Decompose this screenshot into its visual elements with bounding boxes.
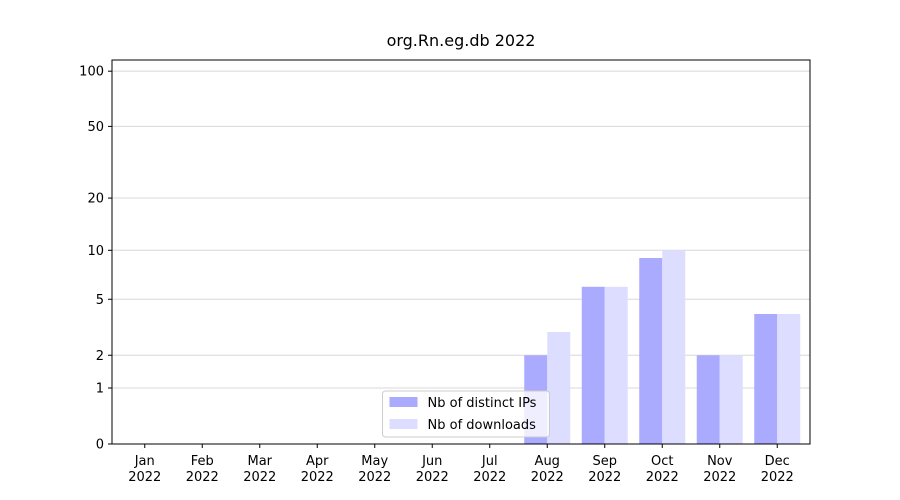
x-tick-label: Dec 2022 <box>761 454 794 485</box>
x-tick-label: Nov 2022 <box>703 454 736 485</box>
bar <box>696 355 720 444</box>
y-tick-label: 5 <box>96 293 104 308</box>
bar <box>754 313 778 444</box>
legend-box <box>382 390 550 438</box>
x-tick-label: Mar 2022 <box>243 454 276 485</box>
x-tick-label: Oct 2022 <box>646 454 679 485</box>
x-tick-label: May 2022 <box>358 454 391 485</box>
bar <box>777 313 801 444</box>
y-tick-label: 2 <box>96 349 104 364</box>
x-tick-label: Jan 2022 <box>128 454 161 485</box>
legend-swatch <box>389 397 418 407</box>
y-tick-label: 50 <box>87 120 104 135</box>
bar <box>547 332 571 444</box>
bar <box>604 286 628 444</box>
bar <box>719 355 743 444</box>
legend-label: Nb of distinct IPs <box>428 396 537 411</box>
y-tick-label: 0 <box>96 438 104 453</box>
chart-title: org.Rn.eg.db 2022 <box>387 31 536 50</box>
legend-swatch <box>389 419 418 429</box>
plot-frame <box>111 59 811 445</box>
y-tick-label: 100 <box>79 65 104 80</box>
x-tick-label: Sep 2022 <box>588 454 621 485</box>
legend-label: Nb of downloads <box>428 418 537 433</box>
bar <box>581 286 605 444</box>
x-tick-label: Aug 2022 <box>531 454 564 485</box>
x-tick-label: Feb 2022 <box>186 454 219 485</box>
y-tick-label: 10 <box>87 244 104 259</box>
bar <box>639 257 663 444</box>
y-tick-label: 1 <box>96 382 104 397</box>
bar <box>662 250 686 444</box>
x-tick-label: Apr 2022 <box>301 454 334 485</box>
y-tick-label: 20 <box>87 192 104 207</box>
x-tick-label: Jun 2022 <box>416 454 449 485</box>
x-tick-label: Jul 2022 <box>473 454 506 485</box>
